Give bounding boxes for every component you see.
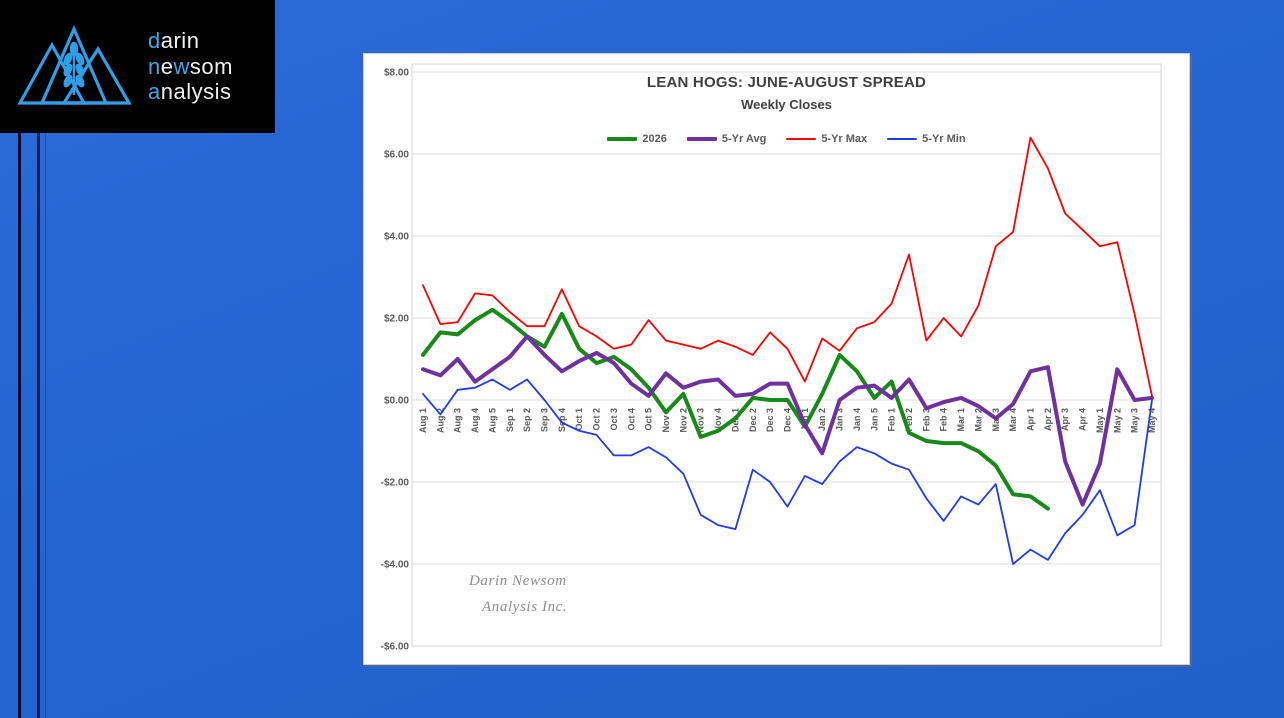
x-axis-tick-label: Jan 4 [852, 408, 862, 431]
legend-item-5-yr-min: 5-Yr Min [887, 133, 966, 145]
x-axis-tick-label: Jan 3 [835, 408, 845, 431]
window-edge-stripe-2 [37, 0, 40, 718]
chart-legend: 2026 5-Yr Avg 5-Yr Max 5-Yr Min [412, 131, 1161, 147]
y-axis-tick-label: $2.00 [384, 314, 409, 325]
legend-label: 5-Yr Max [821, 133, 868, 145]
legend-item-5-yr-max: 5-Yr Max [786, 133, 867, 145]
y-axis-tick-label: -$2.00 [381, 478, 410, 489]
x-axis-tick-label: Aug 1 [418, 408, 428, 433]
wheat-stalk-icon [63, 41, 85, 95]
x-axis-tick-label: Oct 5 [644, 408, 654, 431]
x-axis-tick-label: Feb 4 [939, 408, 949, 432]
x-axis-tick-label: Aug 4 [470, 408, 480, 433]
x-axis-tick-label: Nov 1 [661, 408, 671, 433]
x-axis-tick-label: Aug 2 [435, 408, 445, 433]
legend-swatch [686, 137, 717, 141]
legend-label: 5-Yr Min [922, 133, 966, 145]
x-axis-tick-label: Oct 2 [592, 408, 602, 431]
x-axis-tick-label: Feb 3 [921, 408, 931, 432]
y-axis-tick-label: -$6.00 [381, 642, 410, 653]
x-axis-tick-label: Feb 2 [904, 408, 914, 432]
x-axis-tick-label: Nov 3 [696, 408, 706, 433]
watermark: Darin Newsom Analysis Inc. [469, 569, 567, 620]
x-axis-tick-label: Dec 2 [748, 408, 758, 432]
x-axis-tick-label: Feb 1 [887, 408, 897, 432]
plot-frame [411, 63, 1162, 647]
x-axis-tick-label: Sep 3 [540, 408, 550, 432]
x-axis-tick-label: Sep 2 [522, 408, 532, 432]
dna-logo: darin newsom analysis [0, 0, 275, 133]
x-axis-tick-label: Oct 3 [609, 408, 619, 431]
x-axis-tick-label: May 1 [1095, 408, 1105, 433]
window-edge-stripe-1 [18, 0, 21, 718]
logo-wordmark: darin newsom analysis [148, 28, 233, 106]
plot-area: $8.00 $6.00 $4.00 $2.00 $0.00 -$2.00 -$4.00 -$6… [381, 63, 1162, 653]
x-axis-tick-label: Dec 4 [783, 408, 793, 432]
x-axis-tick-label: Nov 4 [713, 408, 723, 433]
y-axis-tick-label: $0.00 [384, 396, 409, 407]
x-axis-tick-label: May 3 [1130, 408, 1140, 433]
x-axis-tick-label: Jan 2 [817, 408, 827, 431]
y-axis-tick-label: -$4.00 [381, 560, 410, 571]
x-axis-tick-label: Apr 3 [1060, 408, 1070, 431]
series-line-5-yr-min [422, 378, 1153, 565]
window-edge-stripe-3 [45, 0, 46, 718]
x-axis-tick-label: Apr 4 [1078, 408, 1088, 431]
x-axis-tick-label: May 2 [1112, 408, 1122, 433]
legend-swatch [786, 138, 817, 140]
x-axis-tick-label: Apr 2 [1043, 408, 1053, 431]
chart-subtitle: Weekly Closes [741, 97, 832, 112]
watermark-line-2: Analysis Inc. [482, 598, 568, 615]
y-axis-tick-label: $8.00 [384, 68, 409, 79]
series-line-5-yr-avg [421, 334, 1154, 507]
x-axis-tick-label: May 4 [1147, 408, 1157, 433]
legend-swatch [887, 138, 918, 140]
x-axis-tick-label: Dec 3 [765, 408, 775, 432]
legend-item-2026: 2026 [607, 133, 667, 145]
legend-swatch [607, 137, 638, 141]
x-axis-tick-label: Sep 1 [505, 408, 515, 432]
mountains-wheat-icon [17, 24, 132, 105]
legend-label: 2026 [642, 133, 667, 145]
y-axis-tick-label: $4.00 [384, 232, 409, 243]
x-axis-tick-label: Mar 2 [973, 408, 983, 432]
legend-item-5-yr-avg: 5-Yr Avg [686, 133, 767, 145]
logo-wordmark-line: darin [148, 27, 200, 53]
logo-wordmark-line: analysis [148, 79, 232, 105]
y-axis-tick-label: $6.00 [384, 150, 409, 161]
x-axis-tick-label: Mar 1 [956, 408, 966, 432]
x-axis-tick-label: Nov 2 [678, 408, 688, 433]
x-axis-tick-label: Aug 5 [487, 408, 497, 433]
x-axis-tick-label: Oct 1 [574, 408, 584, 431]
chart-title: LEAN HOGS: JUNE-AUGUST SPREAD [646, 74, 927, 91]
legend-label: 5-Yr Avg [721, 133, 767, 145]
x-axis-tick-label: Sep 4 [557, 408, 567, 432]
series-line-5-yr-max [422, 136, 1153, 397]
x-axis-tick-label: Aug 3 [453, 408, 463, 433]
watermark-line-1: Darin Newsom [469, 573, 567, 589]
x-axis-tick-label: Jan 5 [869, 408, 879, 431]
chart-panel: $8.00 $6.00 $4.00 $2.00 $0.00 -$2.00 -$4.00 -$6… [363, 53, 1190, 665]
x-axis-tick-label: Mar 4 [1008, 408, 1018, 432]
x-axis-tick-label: Apr 1 [1026, 408, 1036, 431]
logo-wordmark-line: newsom [148, 53, 233, 79]
x-axis-tick-label: Oct 4 [626, 408, 636, 431]
